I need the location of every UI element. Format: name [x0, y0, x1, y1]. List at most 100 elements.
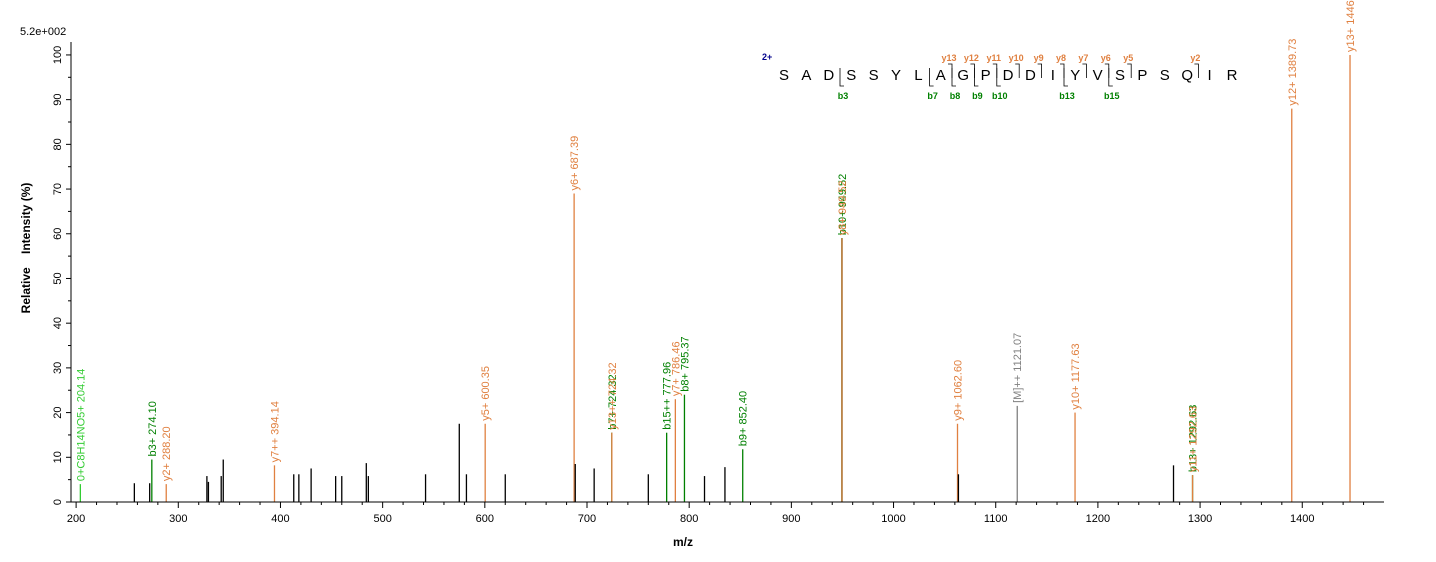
y-ion-marker: y12 [964, 53, 979, 63]
peak-label: y12+ 1389.73 [1287, 39, 1299, 106]
y-tick-label: 0 [52, 499, 64, 505]
peak-label: y10+ 1177.63 [1070, 343, 1082, 409]
peak-label: y11+ 1292.63 [1188, 406, 1200, 472]
sequence-residue: D [823, 67, 834, 84]
y-tick-label: 70 [52, 183, 64, 195]
x-tick-label: 200 [67, 513, 85, 525]
sequence-residue: I [1051, 67, 1055, 84]
peak-label: b10+ 949.52 [837, 174, 849, 235]
b-ion-marker: b15 [1104, 91, 1120, 101]
y-ion-bracket [1015, 63, 1020, 78]
y-ion-marker: y5 [1123, 53, 1133, 63]
y-tick-label: 100 [52, 46, 64, 64]
peak-label: y13+ 1446.74 [1345, 0, 1357, 52]
peak-label: b8+ 795.37 [679, 336, 691, 391]
y-ion-bracket [948, 63, 953, 78]
x-tick-label: 400 [271, 513, 289, 525]
sequence-residue: I [1208, 67, 1212, 84]
b-ion-bracket [1063, 68, 1068, 87]
sequence-residue: D [1025, 67, 1036, 84]
y-ion-marker: y6 [1101, 53, 1111, 63]
sequence-residue: P [981, 67, 991, 84]
y-ion-marker: y10 [1009, 53, 1024, 63]
y-ion-marker: y8 [1056, 53, 1066, 63]
sequence-residue: Q [1181, 67, 1193, 84]
y-tick-label: 30 [52, 362, 64, 374]
y-tick-label: 60 [52, 228, 64, 240]
peak-label: y8+ 949.52 [837, 180, 849, 235]
sequence-residue: S [1160, 67, 1170, 84]
x-tick-label: 1100 [984, 513, 1008, 525]
sequence-residue: P [1137, 67, 1147, 84]
y-ion-bracket [1194, 63, 1199, 78]
b-ion-marker: b10 [992, 91, 1008, 101]
peak-label: b3+ 274.10 [147, 401, 159, 456]
y-ion-bracket [970, 63, 975, 78]
b-ion-marker: b8 [950, 91, 961, 101]
x-tick-label: 300 [169, 513, 187, 525]
sequence-residue: Y [891, 67, 901, 84]
y-ion-marker: y2 [1190, 53, 1200, 63]
b-ion-bracket [929, 68, 934, 87]
b-ion-marker: b13 [1059, 91, 1075, 101]
sequence-residue: A [936, 67, 946, 84]
b-ion-bracket [996, 68, 1001, 87]
y-tick-label: 50 [52, 272, 64, 284]
sequence-residue: S [1115, 67, 1125, 84]
peak-label: [M]++ 1121.07 [1012, 333, 1024, 403]
sequence-residue: A [801, 67, 811, 84]
peak-label: b15++ 777.96 [662, 362, 674, 430]
y-tick-label: 90 [52, 94, 64, 106]
y-ion-marker: y13 [941, 53, 956, 63]
peak-label: y5+ 600.35 [480, 366, 492, 421]
b-ion-marker: b3 [838, 91, 849, 101]
x-tick-label: 1300 [1188, 513, 1212, 525]
b-ion-marker: b9 [972, 91, 983, 101]
x-axis-title: m/z [673, 535, 693, 549]
peaks-layer [79, 54, 1351, 502]
peak-label: y2+ 288.20 [161, 426, 173, 481]
y-tick-label: 80 [52, 138, 64, 150]
y-tick-label: 20 [52, 406, 64, 418]
peak-label: y13++ 724.32 [607, 362, 619, 429]
y-ion-bracket [1082, 63, 1087, 78]
peak-label: y6+ 687.39 [569, 136, 581, 191]
x-tick-label: 1400 [1290, 513, 1314, 525]
y-ion-marker: y9 [1034, 53, 1044, 63]
b-ion-bracket [839, 68, 844, 87]
peak-label: y7+ 786.46 [670, 341, 682, 396]
x-tick-label: 600 [476, 513, 494, 525]
sequence-charge: 2+ [762, 52, 772, 62]
x-tick-label: 1200 [1086, 513, 1110, 525]
y-ion-bracket [1127, 63, 1132, 78]
b-ion-bracket [951, 68, 956, 87]
peak-label: 0+C8H14NO5+ 204.14 [75, 369, 87, 482]
sequence-residue: D [1003, 67, 1014, 84]
y-ion-bracket [1037, 63, 1042, 78]
sequence-residue: G [957, 67, 969, 84]
y-axis-ticks: 0 10 20 30 40 50 60 70 80 90 100 [52, 46, 71, 505]
b-ion-bracket [974, 68, 979, 87]
peak-label: y7++ 394.14 [269, 401, 281, 462]
sequence-residue: L [914, 67, 922, 84]
sequence-residue: Y [1070, 67, 1080, 84]
y-axis-title: Relative Intensity (%) [19, 183, 33, 314]
y-ion-bracket [1060, 63, 1065, 78]
y-ion-marker: y11 [987, 53, 1002, 63]
y-ion-bracket [1104, 63, 1110, 78]
peak-label: b7+ 724.32 [607, 374, 619, 429]
intensity-scale-label: 5.2e+002 [20, 26, 66, 38]
peak-labels-layer: 0+C8H14NO5+ 204.14 b3+ 274.10 y2+ 288.20 y7… [75, 0, 1357, 481]
peak-label: b13+ 1292.63 [1188, 405, 1200, 473]
sequence-residue: S [779, 67, 789, 84]
x-tick-label: 700 [578, 513, 596, 525]
sequence-residue: S [846, 67, 856, 84]
b-ion-bracket [1108, 68, 1113, 87]
y-tick-label: 10 [52, 451, 64, 463]
sequence-residue: V [1093, 67, 1103, 84]
x-tick-label: 1000 [881, 513, 905, 525]
peak-label: b9+ 852.40 [738, 391, 750, 446]
x-tick-label: 800 [680, 513, 698, 525]
x-tick-label: 900 [782, 513, 800, 525]
